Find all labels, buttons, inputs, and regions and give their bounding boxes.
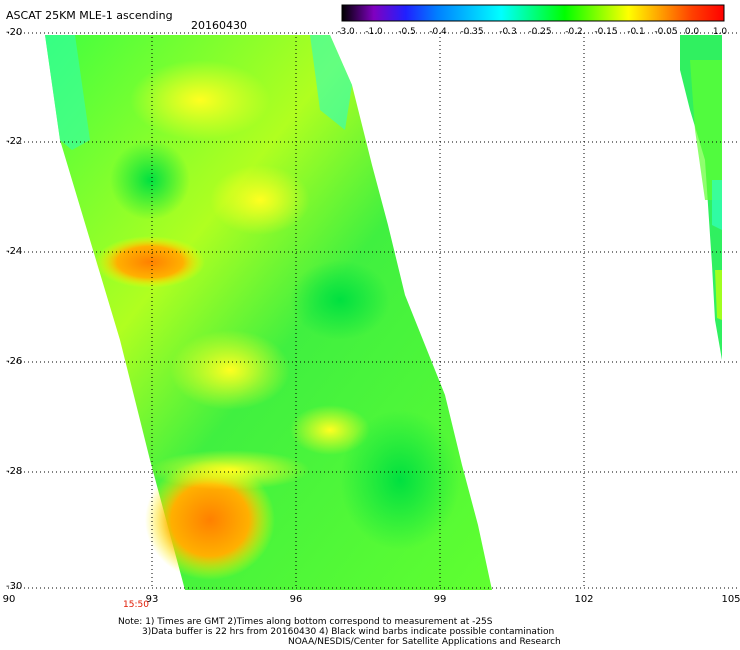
- grid-lines: [8, 33, 740, 588]
- colorbar-label: -0.15: [594, 27, 618, 37]
- colorbar-label: -0.1: [627, 27, 645, 37]
- pass-time-label: 15:50: [123, 600, 149, 610]
- footnote-line: NOAA/NESDIS/Center for Satellite Applica…: [288, 637, 561, 647]
- map-date: 20160430: [191, 19, 247, 32]
- lon-label: 90: [2, 594, 16, 605]
- lat-label: -24: [6, 246, 23, 257]
- lat-label: -22: [6, 136, 23, 147]
- colorbar-label: -0.35: [460, 27, 484, 37]
- lon-label: 102: [574, 594, 594, 605]
- colorbar-label: -0.3: [499, 27, 517, 37]
- colorbar-label: 0.0: [684, 27, 700, 37]
- lon-label: 93: [145, 594, 159, 605]
- footnote-line: 3)Data buffer is 22 hrs from 20160430 4)…: [142, 627, 555, 637]
- lat-label: -20: [6, 27, 23, 38]
- lat-label: -28: [6, 466, 23, 477]
- swath-right: [680, 35, 722, 360]
- colorbar-label: -0.25: [528, 27, 552, 37]
- colorbar-label: -3.0: [337, 27, 355, 37]
- colorbar-label: 1.0: [712, 27, 728, 37]
- colorbar-label: -0.05: [654, 27, 678, 37]
- colorbar-label: -0.5: [398, 27, 416, 37]
- colorbar-label: -0.4: [429, 27, 447, 37]
- footnote-line: Note: 1) Times are GMT 2)Times along bot…: [118, 617, 493, 627]
- colorbar-label: -0.2: [565, 27, 583, 37]
- lat-label: -26: [6, 356, 23, 367]
- lon-label: 105: [721, 594, 740, 605]
- footnotes: Note: 1) Times are GMT 2)Times along bot…: [118, 617, 561, 647]
- lat-label: -30: [6, 581, 23, 592]
- map-title: ASCAT 25KM MLE-1 ascending: [6, 9, 173, 22]
- colorbar-gradient: [342, 5, 724, 21]
- swath-main: [45, 35, 492, 590]
- lon-label: 96: [289, 594, 303, 605]
- colorbar-label: -1.0: [365, 27, 383, 37]
- colorbar: [341, 4, 725, 22]
- lon-label: 99: [433, 594, 447, 605]
